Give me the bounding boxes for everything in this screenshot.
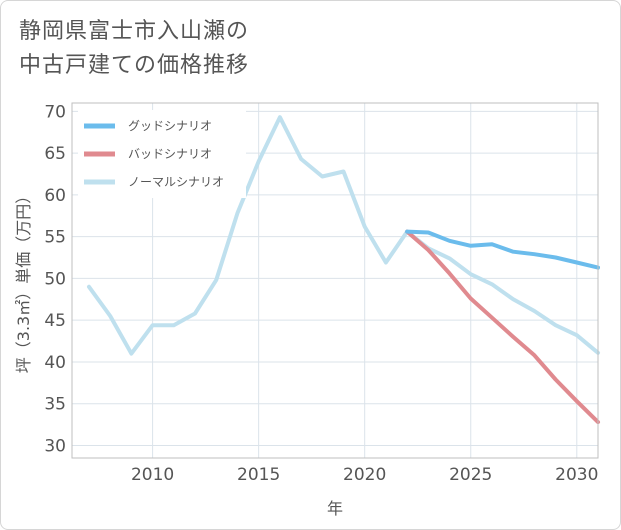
y-tick-label: 55 — [44, 228, 66, 248]
x-tick-label: 2020 — [343, 465, 386, 485]
y-tick-label: 30 — [44, 436, 66, 456]
series-line-3 — [87, 115, 600, 356]
x-tick-label: 2010 — [131, 465, 174, 485]
y-tick-label: 45 — [44, 311, 66, 331]
y-axis-label: 坪（3.3㎡）単価（万円） — [14, 188, 33, 373]
x-tick-label: 2015 — [237, 465, 280, 485]
chart-title: 静岡県富士市入山瀬の 中古戸建ての価格推移 — [19, 15, 249, 83]
series-lines — [87, 115, 600, 425]
legend-label: バッドシナリオ — [128, 147, 212, 161]
x-tick-label: 2025 — [449, 465, 492, 485]
y-tick-label: 50 — [44, 269, 66, 289]
legend-label: ノーマルシナリオ — [128, 175, 224, 189]
y-tick-label: 65 — [44, 144, 66, 164]
y-tick-label: 60 — [44, 186, 66, 206]
x-tick-label: 2030 — [555, 465, 598, 485]
plot-frame — [71, 102, 599, 459]
x-axis-label: 年 — [327, 499, 343, 518]
series-line-2 — [405, 229, 600, 425]
chart-title-line1: 静岡県富士市入山瀬の — [19, 19, 250, 44]
chart-title-line2: 中古戸建ての価格推移 — [19, 53, 250, 78]
x-tick-labels: 2010 2015 2020 2025 2030 — [131, 465, 598, 485]
series-line-1 — [405, 229, 600, 270]
y-tick-label: 40 — [44, 353, 66, 373]
legend-label: グッドシナリオ — [128, 119, 212, 133]
y-tick-label: 70 — [44, 102, 66, 122]
y-tick-label: 35 — [44, 395, 66, 415]
y-tick-labels: 30 35 40 45 50 55 60 65 70 — [44, 102, 66, 456]
